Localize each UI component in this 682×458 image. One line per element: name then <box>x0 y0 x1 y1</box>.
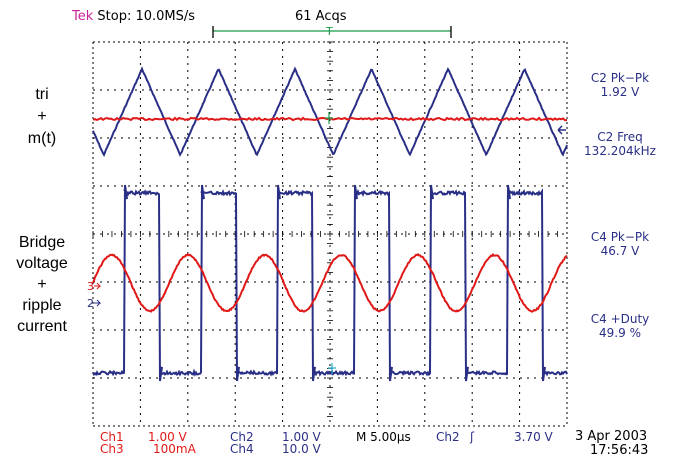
measurement-c2-freq: C2 Freq 132.204kHz <box>565 130 675 158</box>
label-mt: m(t) <box>27 130 57 147</box>
measurement-c2-pkpk: C2 Pk−Pk 1.92 V <box>565 71 675 99</box>
measurement-name: C4 +Duty <box>590 312 650 326</box>
trigger-source: Ch2 <box>436 430 460 444</box>
ch4-label: Ch4 <box>230 442 254 456</box>
acquisition-status: Stop: 10.0MS/s <box>97 9 196 24</box>
cursor-marker <box>328 363 336 374</box>
measurement-value: 46.7 V <box>600 244 640 258</box>
ch3-marker-label: 3 <box>87 280 94 293</box>
bottom-trace-label: Bridge voltage + ripple current <box>0 232 84 337</box>
ch4-bridge-voltage-trace <box>92 184 568 382</box>
label-bridge: Bridge <box>18 234 66 251</box>
label-plus: + <box>37 108 47 125</box>
ch2-triangle-trace <box>92 66 568 158</box>
ch1-scale: 1.00 V <box>148 430 187 444</box>
label-plus-2: + <box>37 276 47 293</box>
time: 17:56:43 <box>590 443 649 458</box>
ch3-ripple-current-trace <box>92 252 568 313</box>
date: 3 Apr 2003 <box>575 429 648 444</box>
top-trace-label: tri + m(t) <box>0 84 84 150</box>
ch3-ground-marker: 3 <box>87 280 102 293</box>
ch2-ground-marker: 2 <box>87 297 102 310</box>
measurement-name: C2 Pk−Pk <box>590 71 650 85</box>
label-tri: tri <box>35 86 49 103</box>
trigger-slope-icon: ʃ <box>470 430 475 444</box>
measurement-name: C4 Pk−Pk <box>590 230 650 244</box>
measurement-name: C2 Freq <box>597 130 643 144</box>
measurement-c4-duty: C4 +Duty 49.9 % <box>565 312 675 340</box>
trigger-level: 3.70 V <box>514 430 553 444</box>
brand-label: Tek <box>72 9 94 24</box>
header: Tek Stop: 10.0MS/s <box>72 9 195 24</box>
ch2-label: Ch2 <box>230 430 254 444</box>
ch3-scale: 100mA <box>153 442 196 456</box>
ch2-marker-label: 2 <box>87 297 94 310</box>
ch4-scale: 10.0 V <box>282 442 321 456</box>
label-current: current <box>17 318 67 335</box>
timebase: M 5.00µs <box>356 430 411 444</box>
trigger-marker <box>325 112 333 124</box>
measurement-value: 1.92 V <box>600 85 640 99</box>
measurement-value: 132.204kHz <box>584 144 656 158</box>
trigger-level-arrow-icon <box>557 125 566 135</box>
graticule <box>92 41 568 427</box>
acquisition-count: 61 Acqs <box>295 9 347 24</box>
record-bar: T <box>212 25 452 38</box>
label-voltage: voltage <box>16 255 68 272</box>
measurement-value: 49.9 % <box>599 326 641 340</box>
svg-text:T: T <box>325 25 333 38</box>
ch3-label: Ch3 <box>100 442 124 456</box>
ch2-scale: 1.00 V <box>282 430 321 444</box>
label-ripple: ripple <box>22 297 62 314</box>
ch1-label: Ch1 <box>100 430 124 444</box>
measurement-c4-pkpk: C4 Pk−Pk 46.7 V <box>565 230 675 258</box>
